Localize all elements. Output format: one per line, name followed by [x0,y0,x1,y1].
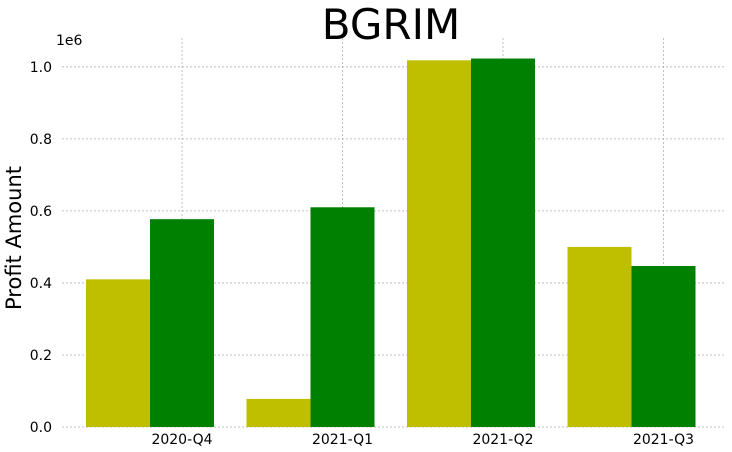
chart-title: BGRIM [322,0,460,49]
x-tick-label: 2021-Q2 [472,432,533,448]
bar-2020-Q4-series1 [86,279,150,427]
x-tick-label: 2021-Q3 [633,432,694,448]
y-tick-label: 0.0 [30,420,52,436]
bar-2021-Q3-series2 [631,265,696,427]
bar-2021-Q3-series1 [567,246,632,427]
bar-2021-Q2-series1 [407,60,471,427]
bar-2021-Q1-series1 [246,398,311,427]
y-tick-label: 0.4 [30,276,52,292]
bar-2021-Q2-series2 [471,58,535,428]
y-tick-label: 1.0 [30,60,52,76]
y-axis-offset-label: 1e6 [56,33,83,49]
y-tick-label: 0.6 [30,204,52,220]
ticks-layer: 0.0 0.2 0.4 0.6 0.8 1.0 2020-Q4 2021-Q1 2021-Q2 2… [30,60,694,448]
bar-2021-Q1-series2 [310,207,375,427]
x-tick-label: 2020-Q4 [151,432,212,448]
y-axis-label: Profit Amount [2,166,26,310]
x-tick-label: 2021-Q1 [312,432,373,448]
bar-2020-Q4-series2 [150,219,214,427]
y-tick-label: 0.8 [30,132,52,148]
y-tick-label: 0.2 [30,348,52,364]
bars-layer [86,58,696,428]
